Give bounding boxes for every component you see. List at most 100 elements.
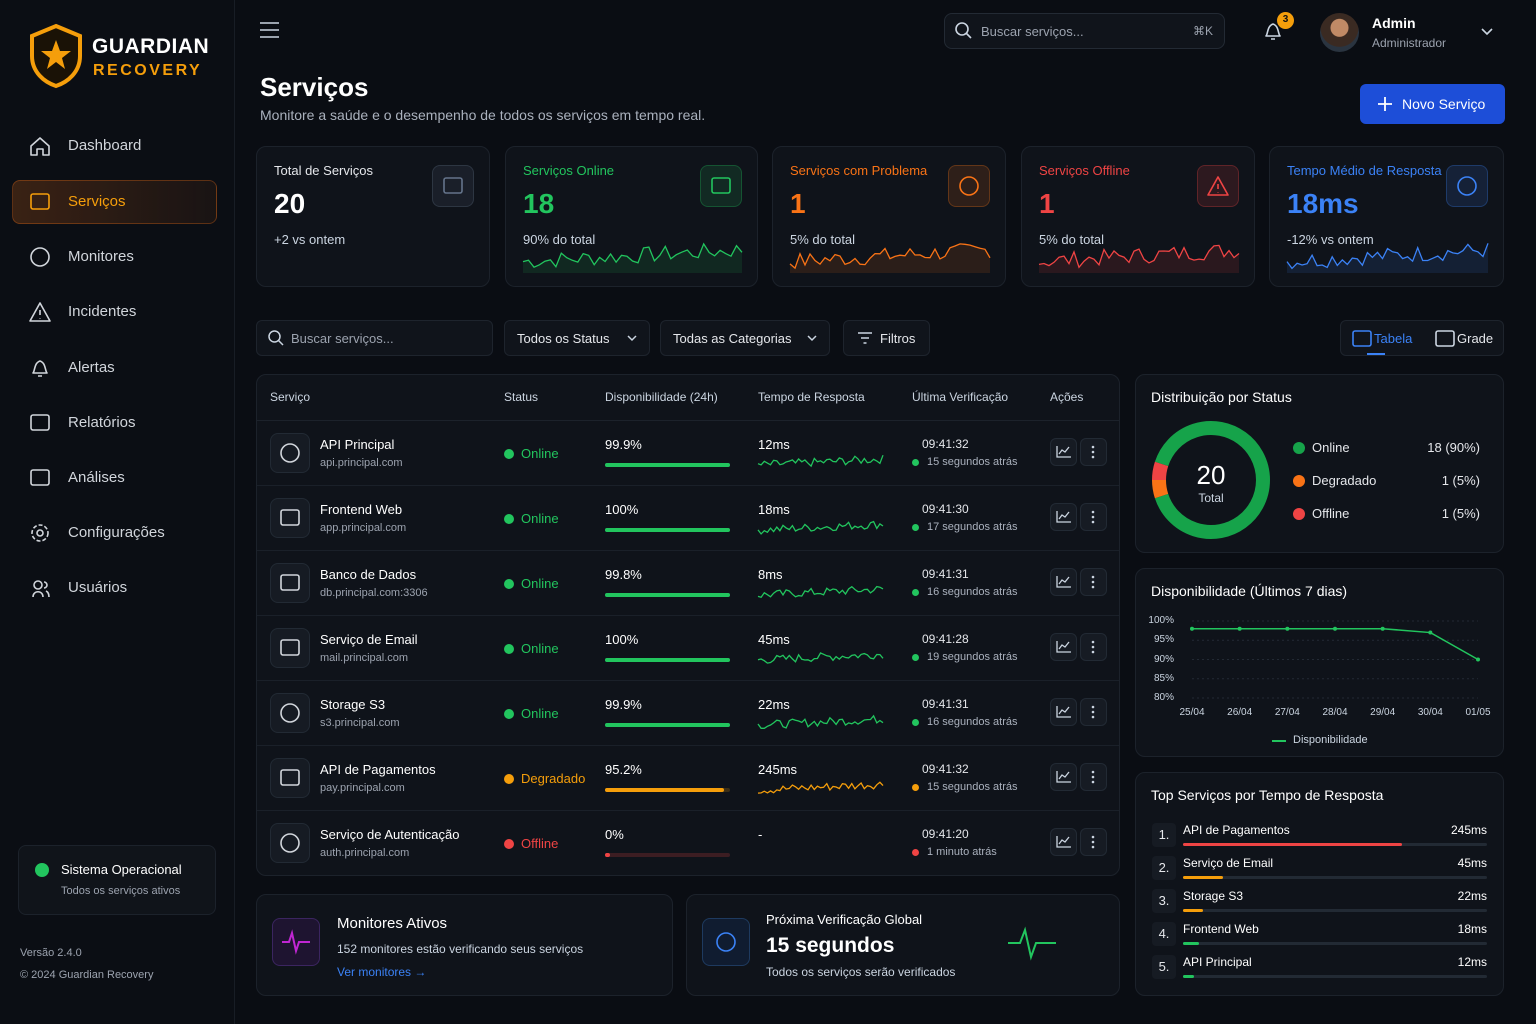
filter-search[interactable] [256,320,493,356]
service-name: API Principal [1183,955,1252,969]
chart-button[interactable] [1050,568,1077,596]
availability-bar [605,463,730,467]
service-icon [280,574,300,591]
avatar[interactable] [1320,13,1359,52]
response-time: 22ms [758,697,790,712]
service-name[interactable]: Storage S3 [320,697,386,712]
service-icon-box [270,758,310,798]
status-label: Online [521,706,559,721]
filters-button[interactable] [843,320,930,356]
service-name[interactable]: Frontend Web [320,502,403,517]
dot [1091,710,1095,714]
nav-item[interactable]: Monitores [68,248,134,265]
chart-button[interactable] [1050,828,1077,856]
user-role: Administrador [1372,36,1447,50]
view-table[interactable]: Tabela [1374,331,1413,346]
pulse-icon [282,929,310,955]
bar-track [1183,876,1487,879]
column-header: Ações [1050,390,1084,404]
nav-item[interactable]: Usuários [68,579,128,596]
sparkline [522,242,743,273]
notification-count: 3 [1282,14,1289,25]
legend-label: Disponibilidade [1293,734,1368,746]
sparkline-line [522,242,743,268]
category-filter[interactable] [660,320,830,356]
nav-item[interactable]: Incidentes [68,303,137,320]
kpi-note: 90% do total [523,232,596,247]
search-placeholder: Buscar serviços... [981,24,1084,39]
view-toggle [1340,320,1504,356]
logo-star [41,40,71,69]
chart-button[interactable] [1050,633,1077,661]
icon-shape [280,639,300,656]
dots-icon [1091,835,1095,849]
more-actions-button[interactable] [1080,503,1107,531]
chart-title: Disponibilidade (Últimos 7 dias) [1151,583,1348,599]
availability-bar [605,788,724,792]
page-subtitle: Monitore a saúde e o desempenho de todos… [260,107,706,123]
last-check-time: 09:41:32 [922,437,969,451]
icon-shape [716,932,736,952]
shortcut: ⌘K [1193,24,1214,38]
dot [1091,650,1095,654]
search-box[interactable] [944,13,1225,49]
user-menu-chevron[interactable] [1481,28,1493,36]
status-dot [504,579,514,589]
availability-bar [605,723,730,727]
service-name[interactable]: Serviço de Email [320,632,418,647]
sparkline-area [1287,243,1488,273]
last-check-ago: 16 segundos atrás [927,586,1018,598]
chart-button[interactable] [1050,503,1077,531]
last-check-time: 09:41:30 [922,502,969,516]
service-host: mail.principal.com [320,652,409,664]
service-icon-box [270,693,310,733]
nav-icon [30,193,50,210]
nav-item[interactable]: Relatórios [68,414,136,431]
legend-line [1272,740,1286,742]
service-name[interactable]: Serviço de Autenticação [320,827,460,842]
icon-shape [955,22,969,36]
service-icon-box [270,433,310,473]
nav-item[interactable]: Análises [68,469,125,486]
service-name[interactable]: Banco de Dados [320,567,417,582]
service-icon [280,639,300,656]
chart-button[interactable] [1050,438,1077,466]
bar [1183,909,1203,912]
rank-box [1152,955,1176,979]
nav-item[interactable]: Dashboard [68,137,142,154]
service-name[interactable]: API de Pagamentos [320,762,436,777]
monitors-link[interactable]: Ver monitores → [337,965,427,979]
rank: 2. [1158,860,1170,875]
status-filter[interactable] [504,320,650,356]
icon-shape [1056,706,1071,718]
search-icon [268,330,284,346]
notification-bell[interactable] [1262,20,1284,42]
legend-dot [1293,475,1305,487]
nav-item[interactable]: Serviços [68,193,126,210]
brand-name: GUARDIAN [92,35,210,58]
service-name: Serviço de Email [1183,856,1274,870]
menu-button[interactable] [260,22,280,38]
chart-button[interactable] [1050,763,1077,791]
nav-item[interactable]: Alertas [68,359,115,376]
bar [1183,843,1402,846]
chart-button[interactable] [1050,698,1077,726]
icon-shape [711,177,731,194]
status-dot [504,774,514,784]
sparkline-line [757,714,884,729]
status-label: Degradado [521,771,586,786]
data-point [1428,630,1433,635]
nav-icon [30,247,50,267]
view-grid[interactable]: Grade [1457,331,1494,346]
kpi-icon-box [1446,165,1488,207]
bar-value-label: 22ms [1457,889,1487,903]
chart-icon [1056,836,1071,848]
kpi-icon [711,177,731,194]
dot [1091,775,1095,779]
sparkline-line [757,781,884,794]
plus-icon [1378,97,1392,111]
nav-item[interactable]: Configurações [68,524,165,541]
service-name[interactable]: API Principal [320,437,395,452]
legend-label: Degradado [1312,473,1377,488]
